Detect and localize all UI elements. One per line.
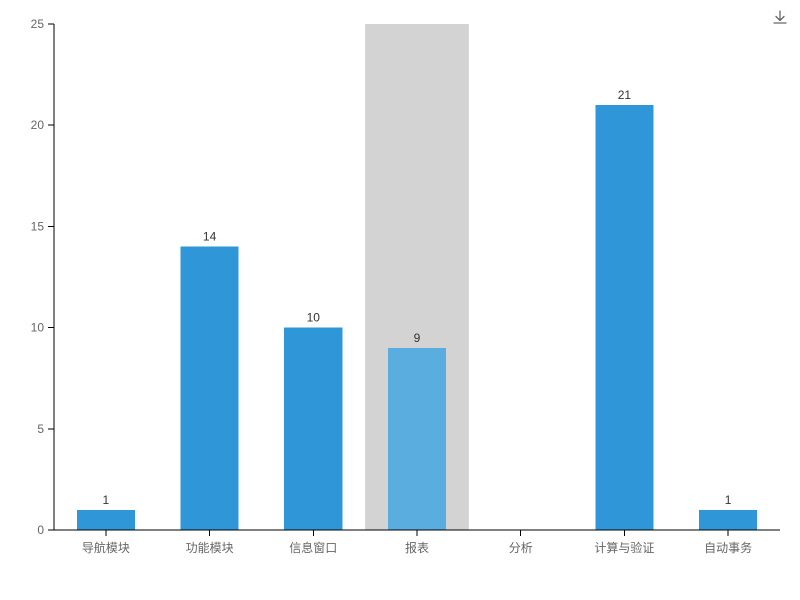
- x-tick-label: 分析: [509, 541, 533, 555]
- y-tick-label: 0: [37, 523, 44, 537]
- bar-value-label: 1: [725, 493, 732, 507]
- x-tick-label: 功能模块: [186, 541, 234, 555]
- bar[interactable]: [284, 328, 342, 530]
- bar[interactable]: [388, 348, 446, 530]
- bar-value-label: 14: [203, 230, 217, 244]
- y-tick-label: 15: [31, 219, 45, 233]
- bar[interactable]: [699, 510, 757, 530]
- x-tick-label: 报表: [405, 540, 429, 555]
- y-tick-label: 5: [37, 422, 44, 436]
- x-tick-label: 自动事务: [704, 540, 752, 555]
- y-tick-label: 20: [31, 118, 45, 132]
- bar-value-label: 9: [414, 331, 421, 345]
- bar-chart[interactable]: 1141092110510152025导航模块功能模块信息窗口报表分析计算与验证…: [0, 0, 800, 600]
- x-tick-label: 信息窗口: [289, 540, 337, 555]
- y-tick-label: 10: [31, 321, 45, 335]
- x-tick-label: 导航模块: [82, 540, 130, 555]
- x-tick-label: 计算与验证: [594, 540, 654, 555]
- bar-value-label: 10: [307, 311, 321, 325]
- bar-value-label: 21: [618, 88, 632, 102]
- bar[interactable]: [181, 247, 239, 530]
- y-tick-label: 25: [31, 17, 45, 31]
- bar[interactable]: [77, 510, 135, 530]
- bar[interactable]: [595, 105, 653, 530]
- bar-value-label: 1: [103, 493, 110, 507]
